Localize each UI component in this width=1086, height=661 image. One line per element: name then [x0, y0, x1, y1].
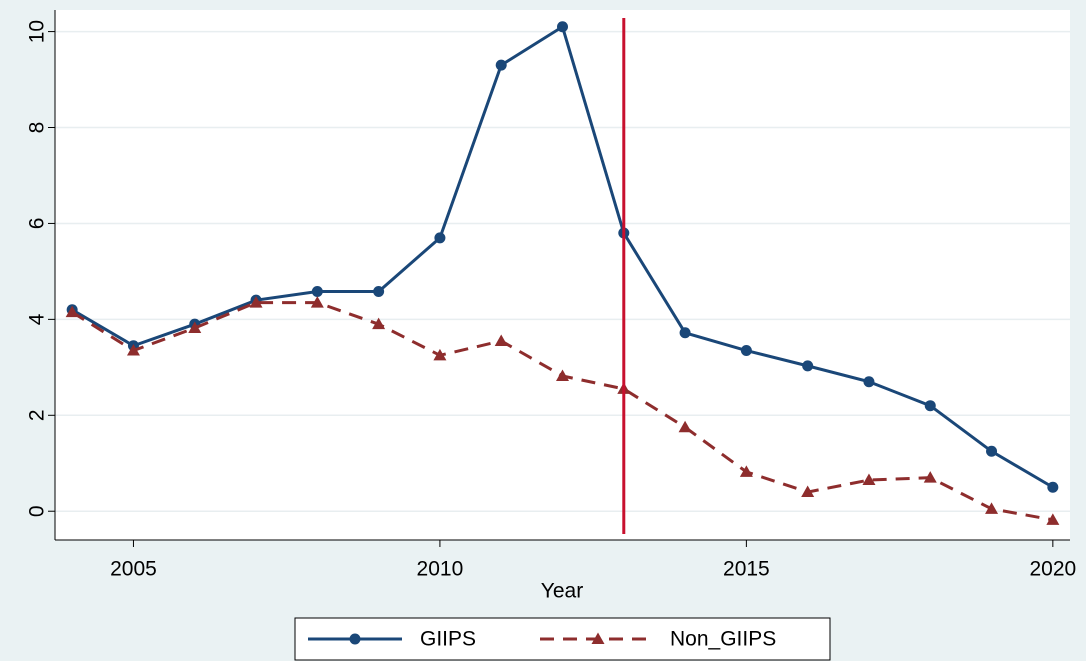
marker	[249, 296, 263, 308]
marker	[985, 502, 999, 514]
marker	[349, 633, 361, 645]
plot-area	[55, 10, 1070, 540]
marker	[986, 445, 998, 457]
y-tick-label: 2	[26, 409, 49, 421]
marker	[311, 286, 323, 298]
x-tick-label: 2005	[110, 558, 157, 581]
marker	[494, 334, 508, 346]
marker	[678, 420, 692, 433]
marker	[679, 327, 691, 339]
marker	[557, 21, 568, 33]
x-axis-label: Year	[541, 580, 583, 603]
marker	[65, 305, 79, 318]
y-tick-label: 8	[26, 122, 49, 134]
marker	[863, 376, 875, 388]
x-tick-label: 2010	[417, 558, 464, 581]
marker	[556, 369, 569, 381]
legend-label: GIIPS	[420, 628, 476, 651]
marker	[924, 400, 936, 412]
marker	[1046, 513, 1060, 525]
marker	[434, 232, 446, 244]
marker	[591, 632, 605, 644]
marker	[739, 465, 753, 477]
marker	[188, 321, 202, 333]
marker	[372, 317, 386, 330]
marker	[801, 485, 815, 498]
marker	[923, 471, 937, 483]
marker	[126, 344, 140, 356]
y-tick-label: 0	[26, 505, 49, 517]
x-tick-label: 2020	[1029, 558, 1076, 581]
marker	[802, 360, 814, 372]
marker	[433, 348, 447, 361]
marker	[495, 59, 507, 71]
y-tick-label: 10	[26, 20, 49, 43]
legend-label: Non_GIIPS	[670, 628, 776, 651]
marker	[862, 473, 876, 486]
y-tick-label: 4	[26, 313, 49, 325]
y-tick-label: 6	[26, 218, 49, 230]
marker	[373, 286, 385, 298]
marker	[740, 345, 752, 357]
x-tick-label: 2015	[723, 558, 770, 581]
marker	[1047, 481, 1059, 493]
marker	[310, 296, 324, 308]
